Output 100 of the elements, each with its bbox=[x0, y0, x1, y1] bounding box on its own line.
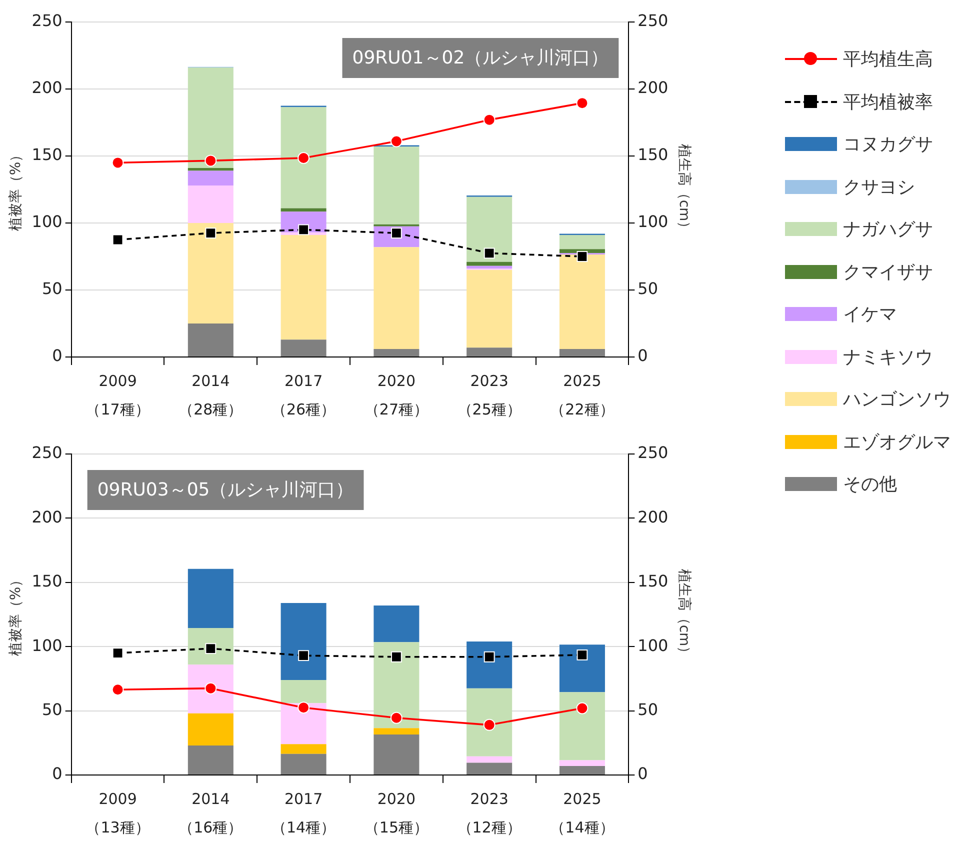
point bbox=[112, 648, 124, 658]
y-tick-label: 150 bbox=[32, 145, 62, 164]
bar bbox=[280, 680, 326, 704]
bar bbox=[559, 760, 605, 766]
point bbox=[576, 97, 588, 110]
x-tick-label: 2009 （13種） bbox=[86, 790, 150, 837]
text: 09RU01～02（ルシャ川河口） bbox=[352, 48, 609, 69]
y2-tick-label: 250 bbox=[638, 11, 668, 30]
bar bbox=[188, 68, 234, 168]
point bbox=[298, 152, 310, 164]
legend-label: 平均植生高 bbox=[843, 48, 933, 72]
x-tick-label: 2017 （14種） bbox=[272, 790, 336, 837]
bar bbox=[559, 692, 605, 760]
y2-tick-label: 150 bbox=[638, 145, 668, 164]
point bbox=[112, 234, 124, 246]
y2-tick-label: 250 bbox=[638, 443, 668, 462]
legend-label: クサヨシ bbox=[843, 176, 915, 199]
bar bbox=[374, 734, 420, 774]
bar bbox=[280, 754, 326, 774]
point bbox=[576, 251, 588, 262]
y-tick-label: 250 bbox=[32, 443, 62, 462]
x-tick-label: 2014 （16種） bbox=[178, 790, 243, 837]
bar bbox=[374, 348, 420, 356]
y2-tick-label: 50 bbox=[638, 279, 658, 298]
legend-label: 平均植被率 bbox=[843, 90, 933, 114]
y-tick-label: 100 bbox=[32, 636, 62, 655]
legend-label: ナミキソウ bbox=[843, 346, 933, 369]
bar bbox=[466, 641, 512, 688]
bar bbox=[280, 235, 326, 340]
y2-tick-label: 200 bbox=[638, 507, 668, 526]
bar bbox=[466, 762, 512, 774]
bar bbox=[559, 644, 605, 692]
point bbox=[390, 135, 402, 148]
y-tick-label: 100 bbox=[32, 212, 62, 232]
point bbox=[298, 702, 310, 714]
x-tick-label: 2017 （26種） bbox=[272, 372, 336, 419]
x-tick-label: 2025 （14種） bbox=[550, 790, 614, 837]
bar bbox=[280, 340, 326, 356]
y-tick-label: 200 bbox=[32, 78, 62, 98]
point bbox=[205, 228, 216, 238]
bar bbox=[374, 247, 420, 349]
y-tick-label: 200 bbox=[32, 507, 62, 526]
bar bbox=[559, 235, 605, 250]
x-tick-label: 2009 （17種） bbox=[86, 372, 150, 419]
bar bbox=[188, 185, 234, 223]
legend-label: ハンゴンソウ bbox=[843, 388, 951, 412]
point bbox=[576, 649, 588, 660]
bar bbox=[280, 107, 326, 208]
point bbox=[576, 702, 588, 714]
bar bbox=[280, 208, 326, 212]
x-tick-label: 2023 （12種） bbox=[457, 790, 522, 837]
point bbox=[390, 651, 402, 662]
y2-tick-label: 0 bbox=[638, 764, 648, 784]
bar bbox=[188, 568, 234, 628]
x-tick-label: 2020 （27種） bbox=[364, 372, 428, 419]
point bbox=[390, 712, 402, 724]
legend-label: クマイザサ bbox=[843, 260, 933, 284]
y2-tick-label: 200 bbox=[638, 78, 668, 98]
bar bbox=[280, 744, 326, 754]
bar bbox=[466, 270, 512, 348]
x-tick-label: 2020 （15種） bbox=[364, 790, 428, 837]
y-tick-label: 150 bbox=[32, 572, 62, 591]
bar bbox=[188, 745, 234, 774]
y-tick-label: 50 bbox=[42, 700, 62, 719]
bar bbox=[559, 766, 605, 774]
y2-tick-label: 100 bbox=[638, 636, 668, 655]
bar bbox=[466, 262, 512, 266]
y2-tick-label: 50 bbox=[638, 700, 658, 719]
legend-label: ナガハグサ bbox=[843, 218, 933, 242]
bar bbox=[374, 606, 420, 642]
bar bbox=[374, 146, 420, 224]
bar bbox=[374, 642, 420, 728]
bar bbox=[188, 168, 234, 171]
y-tick-label: 0 bbox=[52, 764, 62, 784]
y-tick-label: 0 bbox=[52, 346, 62, 366]
point bbox=[484, 651, 495, 662]
bar bbox=[466, 196, 512, 262]
point bbox=[298, 224, 310, 236]
y2-axis-title: 植生高（cm） bbox=[676, 144, 692, 236]
bar bbox=[280, 703, 326, 744]
point bbox=[484, 248, 495, 259]
y-axis-title: 植被率（%） bbox=[8, 572, 24, 656]
bar bbox=[466, 266, 512, 269]
bar bbox=[188, 223, 234, 324]
y2-tick-label: 100 bbox=[638, 212, 668, 232]
y-tick-label: 250 bbox=[32, 11, 62, 30]
y-tick-label: 50 bbox=[42, 279, 62, 298]
point bbox=[483, 114, 496, 126]
legend-label: イケマ bbox=[843, 303, 897, 326]
y2-tick-label: 150 bbox=[638, 572, 668, 591]
bar bbox=[466, 348, 512, 356]
bar bbox=[559, 348, 605, 356]
point bbox=[298, 650, 310, 662]
point bbox=[112, 156, 124, 169]
bar bbox=[188, 324, 234, 356]
bar bbox=[466, 688, 512, 756]
point bbox=[112, 684, 124, 696]
legend-label: その他 bbox=[843, 473, 897, 496]
y2-axis-title: 植生高（cm） bbox=[676, 568, 692, 660]
x-tick-label: 2025 （22種） bbox=[550, 372, 614, 419]
